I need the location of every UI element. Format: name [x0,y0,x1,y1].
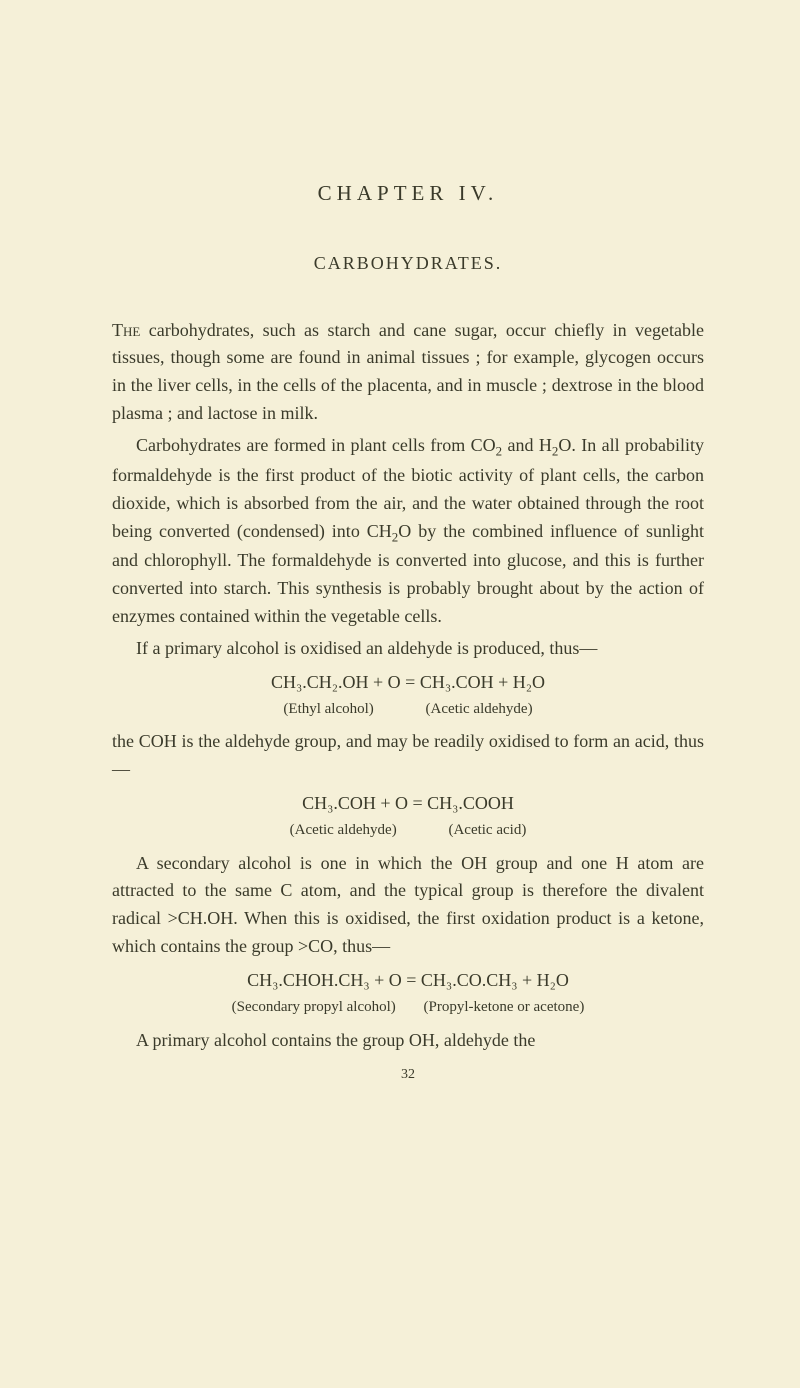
lead-word: The [112,320,140,340]
equation-1: CH₃.CH₂.OH + O = CH₃.COH + H₂O [112,669,704,696]
paragraph-3: If a primary alcohol is oxidised an alde… [112,635,704,663]
equation-1-labels: (Ethyl alcohol) (Acetic aldehyde) [112,698,704,721]
p2-b: and H [502,435,552,455]
eq3-label-left: (Secondary propyl alcohol) [232,996,396,1019]
paragraph-2: Carbohydrates are formed in plant cells … [112,432,704,631]
p2-a: Carbohydrates are formed in plant cells … [136,435,496,455]
eq1-label-left: (Ethyl alcohol) [283,698,373,721]
chapter-title: CHAPTER IV. [112,178,704,210]
equation-3-labels: (Secondary propyl alcohol) (Propyl-keton… [112,996,704,1019]
page-number: 32 [112,1064,704,1085]
paragraph-6: A primary alcohol contains the group OH,… [112,1027,704,1055]
eq2-label-left: (Acetic aldehyde) [290,819,397,842]
paragraph-5: A secondary alcohol is one in which the … [112,850,704,962]
equation-2: CH₃.COH + O = CH₃.COOH [112,790,704,817]
section-title: CARBOHYDRATES. [112,250,704,277]
paragraph-1-text: carbohydrates, such as starch and cane s… [112,320,704,424]
paragraph-1: The carbohydrates, such as starch and ca… [112,317,704,429]
eq3-label-right: (Propyl-ketone or acetone) [424,996,585,1019]
equation-2-labels: (Acetic aldehyde) (Acetic acid) [112,819,704,842]
eq2-label-right: (Acetic acid) [448,819,526,842]
eq1-label-right: (Acetic aldehyde) [426,698,533,721]
equation-3: CH₃.CHOH.CH₃ + O = CH₃.CO.CH₃ + H₂O [112,967,704,994]
paragraph-4: the COH is the aldehyde group, and may b… [112,728,704,784]
